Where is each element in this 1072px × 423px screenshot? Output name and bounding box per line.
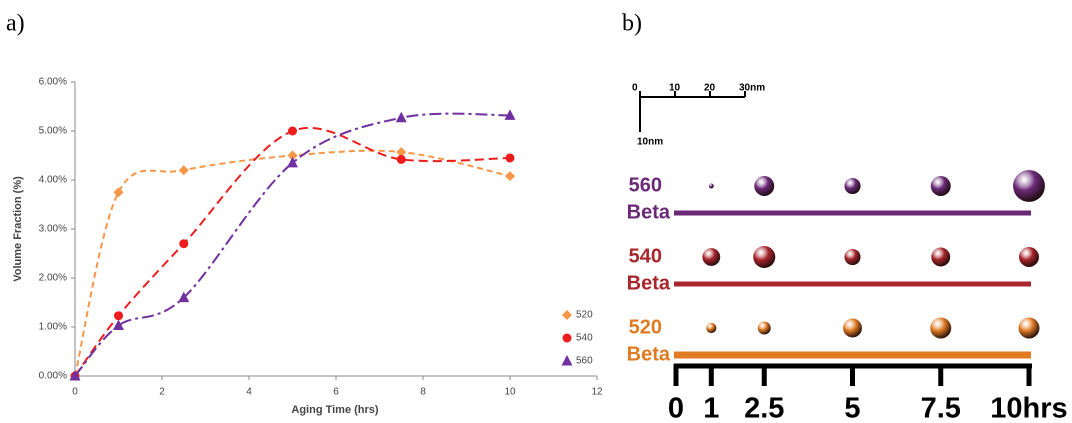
bubble [1019,247,1039,267]
bubble [702,248,721,266]
series-phase: Beta [627,343,671,365]
marker [395,111,407,123]
y-tick-label: 5.00% [39,126,67,137]
scale-label: 30nm [739,83,765,94]
legend-label: 560 [576,356,593,367]
bubble [931,247,951,267]
marker [505,171,515,182]
marker [113,319,124,331]
x-axis-title: Aging Time (hrs) [291,404,379,416]
bubble [930,317,952,339]
x-tick-label: 2 [159,387,165,398]
panel-label: b) [622,11,642,37]
x-tick-label: 4 [246,387,252,398]
y-tick-label: 2.00% [39,273,67,284]
marker [178,291,190,303]
panel-label: a) [6,11,25,37]
marker [504,109,516,120]
trend-line [74,149,511,377]
y-tick-label: 3.00% [39,224,67,235]
scale-label: 10 [669,83,681,94]
time-label: 2.5 [744,393,784,423]
bubble [708,183,714,189]
x-tick-label: 6 [333,387,339,398]
marker [288,126,297,136]
legend-label: 540 [576,333,593,344]
legend-marker [562,333,572,343]
bubble [1018,317,1040,339]
x-tick-label: 12 [591,387,603,398]
bubble [754,176,775,196]
series-label: 560 [629,174,662,196]
bubble [757,321,771,335]
marker [396,154,406,164]
time-label: 5 [844,393,860,423]
scale-label: 20 [704,83,716,94]
series-label: 520 [629,316,662,338]
marker [179,239,189,249]
series-phase: Beta [627,272,671,294]
scale-label: 0 [632,83,638,94]
legend-marker [562,310,572,320]
y-axis-title: Volume Fraction (%) [12,176,24,282]
bubble [706,322,717,334]
scale-label: 10nm [637,137,663,148]
marker [287,156,298,168]
y-tick-label: 1.00% [39,322,67,333]
y-tick-label: 0.00% [39,371,67,382]
trend-line [74,112,511,377]
time-label: 1 [703,393,719,423]
time-label: 7.5 [921,393,961,423]
y-tick-label: 6.00% [39,77,67,88]
marker [113,187,124,198]
marker [396,147,407,158]
bubble [844,177,861,195]
y-tick-label: 4.00% [39,175,67,186]
x-tick-label: 8 [420,387,426,398]
legend-marker [561,355,573,366]
bubble [844,248,861,266]
legend-label: 520 [576,310,593,321]
series-phase: Beta [627,201,671,223]
bubble [843,318,862,338]
marker [114,311,123,321]
time-label: 0 [668,393,684,423]
bubble [930,176,951,196]
bubble [1013,170,1045,202]
marker [69,370,81,381]
marker [178,165,189,176]
x-tick-label: 10 [504,387,516,398]
series-label: 540 [629,245,662,267]
bubble [753,245,776,269]
x-tick-label: 0 [72,387,78,398]
marker [287,150,298,161]
marker [505,153,515,163]
time-label: 10hrs [990,393,1067,423]
